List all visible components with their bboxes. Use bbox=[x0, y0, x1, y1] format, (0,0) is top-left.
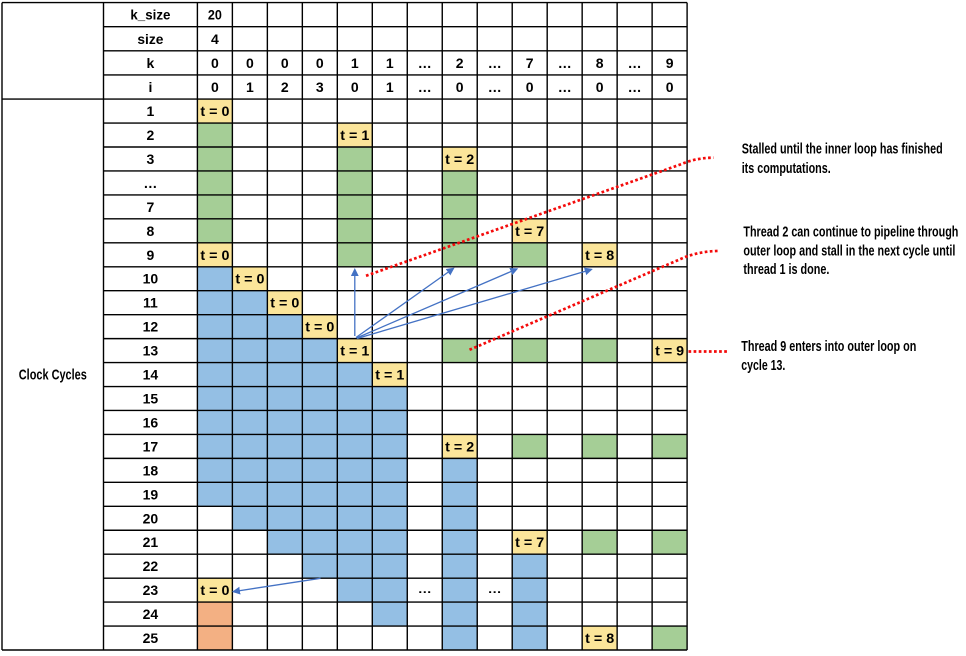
svg-text:23: 23 bbox=[143, 582, 159, 598]
svg-text:0: 0 bbox=[211, 79, 219, 95]
svg-text:12: 12 bbox=[143, 319, 159, 335]
svg-text:1: 1 bbox=[246, 79, 254, 95]
svg-text:2: 2 bbox=[147, 127, 155, 143]
svg-text:1: 1 bbox=[351, 55, 359, 71]
svg-text:4: 4 bbox=[211, 31, 219, 47]
svg-text:1: 1 bbox=[386, 79, 394, 95]
svg-text:7: 7 bbox=[526, 55, 534, 71]
svg-text:Thread 9 enters into outer loo: Thread 9 enters into outer loop on bbox=[741, 338, 916, 355]
svg-text:25: 25 bbox=[143, 630, 159, 646]
svg-text:0: 0 bbox=[246, 55, 254, 71]
svg-text:t = 0: t = 0 bbox=[200, 582, 229, 598]
svg-text:thread 1 is done.: thread 1 is done. bbox=[743, 261, 829, 278]
svg-text:18: 18 bbox=[143, 462, 159, 478]
svg-text:16: 16 bbox=[143, 415, 159, 431]
svg-text:…: … bbox=[418, 79, 432, 95]
svg-text:0: 0 bbox=[211, 55, 219, 71]
svg-text:14: 14 bbox=[143, 367, 159, 383]
svg-text:17: 17 bbox=[143, 438, 159, 454]
svg-text:…: … bbox=[488, 79, 502, 95]
svg-text:9: 9 bbox=[147, 247, 155, 263]
svg-text:7: 7 bbox=[147, 199, 155, 215]
svg-text:…: … bbox=[143, 175, 157, 191]
svg-text:24: 24 bbox=[143, 606, 159, 622]
svg-text:t = 9: t = 9 bbox=[655, 343, 684, 359]
svg-text:…: … bbox=[558, 55, 572, 71]
svg-text:8: 8 bbox=[147, 223, 155, 239]
svg-text:…: … bbox=[628, 79, 642, 95]
svg-text:t = 0: t = 0 bbox=[200, 103, 229, 119]
svg-text:cycle 13.: cycle 13. bbox=[741, 357, 785, 374]
svg-text:t = 1: t = 1 bbox=[375, 367, 404, 383]
svg-text:i: i bbox=[148, 79, 152, 95]
svg-text:…: … bbox=[488, 582, 502, 596]
svg-text:Clock Cycles: Clock Cycles bbox=[19, 367, 87, 384]
svg-text:1: 1 bbox=[147, 103, 155, 119]
svg-text:…: … bbox=[558, 79, 572, 95]
svg-text:15: 15 bbox=[143, 391, 159, 407]
svg-text:0: 0 bbox=[596, 79, 604, 95]
svg-text:20: 20 bbox=[208, 7, 222, 23]
svg-text:…: … bbox=[418, 55, 432, 71]
svg-text:t = 0: t = 0 bbox=[305, 319, 334, 335]
svg-text:t = 1: t = 1 bbox=[340, 343, 369, 359]
svg-text:2: 2 bbox=[281, 79, 289, 95]
svg-text:…: … bbox=[418, 582, 432, 596]
svg-text:3: 3 bbox=[316, 79, 324, 95]
svg-text:11: 11 bbox=[143, 295, 158, 311]
svg-text:20: 20 bbox=[143, 510, 159, 526]
svg-text:t = 8: t = 8 bbox=[585, 247, 614, 263]
svg-text:t = 0: t = 0 bbox=[270, 295, 299, 311]
svg-text:t = 2: t = 2 bbox=[445, 438, 474, 454]
svg-text:…: … bbox=[488, 55, 502, 71]
svg-text:…: … bbox=[628, 55, 642, 71]
svg-text:k: k bbox=[147, 55, 155, 71]
svg-text:t = 2: t = 2 bbox=[445, 151, 474, 167]
svg-text:k_size: k_size bbox=[130, 7, 170, 23]
svg-text:22: 22 bbox=[143, 558, 159, 574]
svg-text:3: 3 bbox=[147, 151, 155, 167]
svg-text:0: 0 bbox=[281, 55, 289, 71]
svg-text:t = 0: t = 0 bbox=[235, 271, 264, 287]
svg-text:21: 21 bbox=[143, 534, 159, 550]
svg-text:Stalled until the inner loop h: Stalled until the inner loop has finishe… bbox=[742, 140, 943, 157]
svg-text:Thread 2 can continue to pipel: Thread 2 can continue to pipeline throug… bbox=[743, 224, 958, 241]
svg-text:t = 7: t = 7 bbox=[515, 534, 544, 550]
svg-text:2: 2 bbox=[456, 55, 464, 71]
svg-text:t = 8: t = 8 bbox=[585, 630, 614, 646]
svg-text:13: 13 bbox=[143, 343, 159, 359]
svg-text:0: 0 bbox=[666, 79, 674, 95]
svg-text:its computations.: its computations. bbox=[742, 160, 831, 177]
svg-text:t = 0: t = 0 bbox=[200, 247, 229, 263]
svg-text:t = 1: t = 1 bbox=[340, 127, 369, 143]
svg-text:0: 0 bbox=[526, 79, 534, 95]
svg-text:0: 0 bbox=[456, 79, 464, 95]
svg-text:8: 8 bbox=[596, 55, 604, 71]
svg-text:t = 7: t = 7 bbox=[515, 223, 544, 239]
svg-text:1: 1 bbox=[386, 55, 394, 71]
svg-text:9: 9 bbox=[666, 55, 674, 71]
svg-text:0: 0 bbox=[316, 55, 324, 71]
svg-text:size: size bbox=[137, 31, 163, 47]
svg-text:0: 0 bbox=[351, 79, 359, 95]
svg-text:outer loop and stall in the ne: outer loop and stall in the next cycle u… bbox=[743, 242, 955, 259]
svg-text:10: 10 bbox=[143, 271, 159, 287]
svg-text:19: 19 bbox=[143, 486, 159, 502]
